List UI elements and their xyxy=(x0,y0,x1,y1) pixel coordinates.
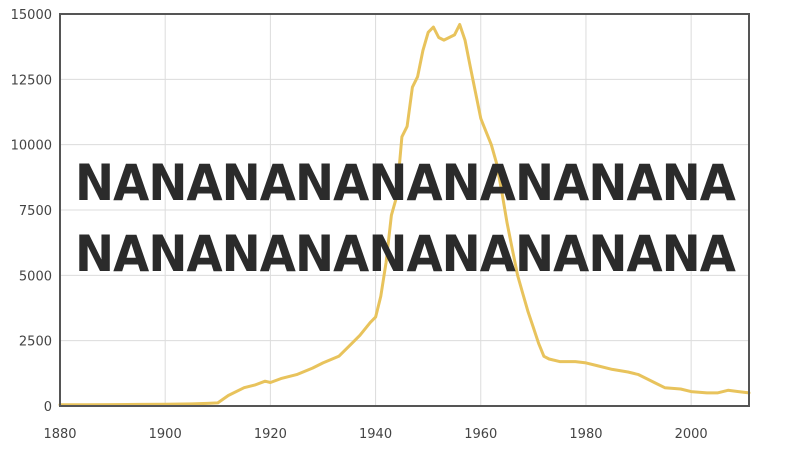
x-tick-label: 1960 xyxy=(464,427,497,442)
x-tick-label: 1920 xyxy=(254,427,287,442)
y-tick-label: 15000 xyxy=(11,8,52,23)
grid xyxy=(60,14,749,406)
x-tick-label: 1940 xyxy=(359,427,392,442)
y-tick-label: 12500 xyxy=(11,73,52,88)
y-tick-label: 10000 xyxy=(11,139,52,154)
y-tick-label: 5000 xyxy=(19,269,52,284)
x-tick-label: 1980 xyxy=(569,427,602,442)
overlay-text-line-1: NANANANANANANANANA xyxy=(75,154,736,212)
x-tick-label: 1900 xyxy=(149,427,182,442)
y-tick-label: 0 xyxy=(44,400,52,415)
plot-frame xyxy=(59,13,750,407)
x-tick-label: 1880 xyxy=(43,427,76,442)
x-tick-label: 2000 xyxy=(675,427,708,442)
axis-tick-labels: 1880 1900 1920 1940 1960 1980 2000 0 2500 5000 750… xyxy=(11,8,708,442)
y-tick-label: 7500 xyxy=(19,204,52,219)
y-tick-label: 2500 xyxy=(19,335,52,350)
series-line xyxy=(58,23,751,407)
overlay-text-line-2: NANANANANANANANANA xyxy=(75,225,736,283)
